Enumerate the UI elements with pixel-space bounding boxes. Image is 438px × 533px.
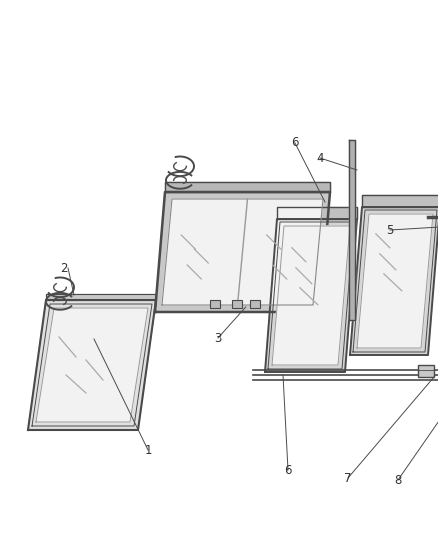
Polygon shape xyxy=(349,140,355,320)
Text: 4: 4 xyxy=(316,151,324,165)
Polygon shape xyxy=(350,207,438,355)
Polygon shape xyxy=(36,308,148,422)
Text: 7: 7 xyxy=(344,472,352,484)
Polygon shape xyxy=(28,300,156,430)
Text: 3: 3 xyxy=(214,332,222,344)
Text: 8: 8 xyxy=(394,473,402,487)
Bar xyxy=(250,300,259,308)
Polygon shape xyxy=(357,214,433,348)
Polygon shape xyxy=(362,195,438,207)
Polygon shape xyxy=(277,207,357,219)
Text: 2: 2 xyxy=(60,262,68,274)
Bar xyxy=(209,300,219,308)
Polygon shape xyxy=(165,182,330,192)
Text: 6: 6 xyxy=(284,464,292,477)
Bar xyxy=(418,365,434,377)
Polygon shape xyxy=(265,219,357,372)
Bar xyxy=(232,300,241,308)
Text: 6: 6 xyxy=(291,136,299,149)
Polygon shape xyxy=(155,192,330,312)
Text: 5: 5 xyxy=(386,223,394,237)
Polygon shape xyxy=(162,199,323,305)
Polygon shape xyxy=(46,294,156,300)
Polygon shape xyxy=(28,300,156,430)
Polygon shape xyxy=(272,226,350,365)
Text: 1: 1 xyxy=(144,443,152,456)
